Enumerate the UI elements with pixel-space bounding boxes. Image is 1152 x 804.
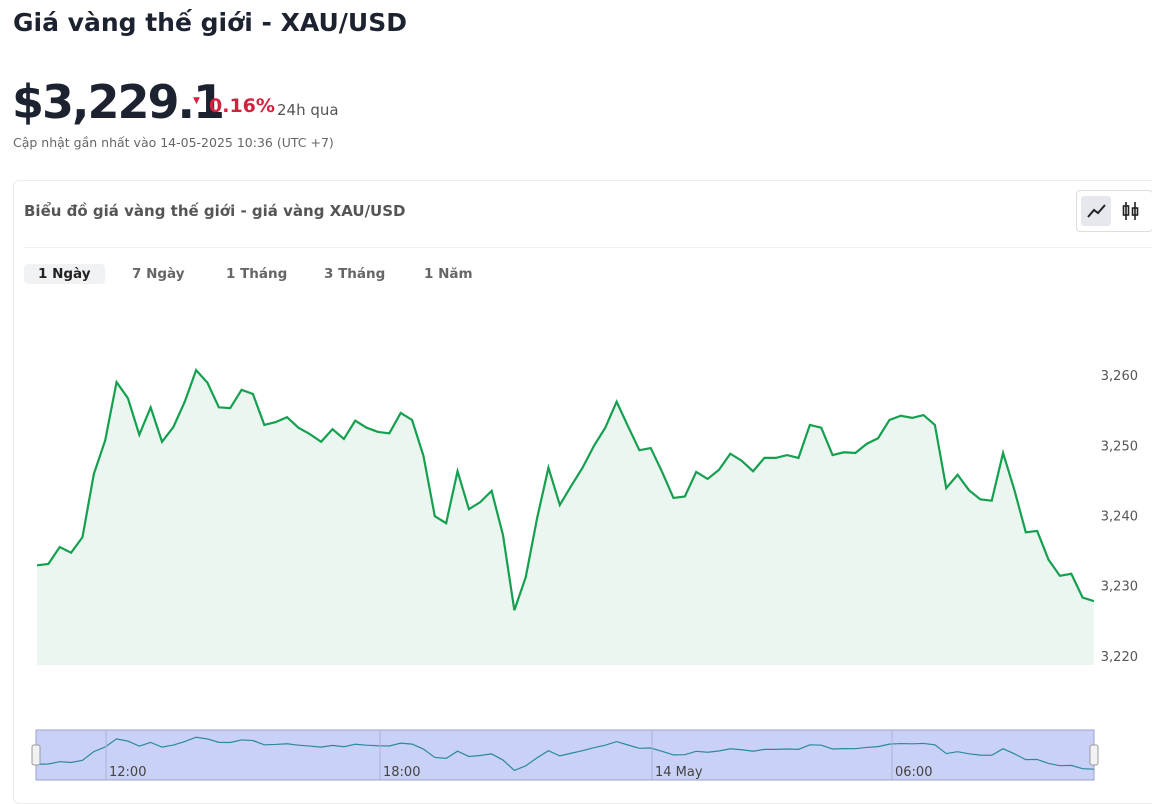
- navigator-label: 18:00: [383, 765, 420, 780]
- area: [37, 370, 1094, 665]
- change: 0.16%: [209, 95, 275, 117]
- tab[interactable]: 1 Ngày: [24, 264, 105, 284]
- change-period: 24h qua: [277, 101, 339, 119]
- navigator-label: 12:00: [109, 765, 146, 780]
- updated: Cập nhật gần nhất vào 14-05-2025 10:36 (…: [13, 135, 334, 150]
- tab[interactable]: 3 Tháng: [324, 266, 386, 282]
- line: [36, 368, 1095, 611]
- line-icon[interactable]: [1087, 204, 1106, 218]
- y-tick-label: 3,220: [1101, 650, 1138, 665]
- y-tick-label: 3,260: [1101, 369, 1138, 384]
- tab[interactable]: 7 Ngày: [132, 266, 185, 282]
- price: $3,229.1: [12, 75, 225, 129]
- navigator-handle: [31, 744, 41, 766]
- y-tick-label: 3,250: [1101, 439, 1138, 454]
- tab[interactable]: 1 Tháng: [226, 266, 288, 282]
- navigator-handle: [1089, 744, 1099, 766]
- card-title: Biểu đồ giá vàng thế giới - giá vàng XAU…: [24, 202, 406, 220]
- navigator-label: 14 May: [655, 765, 703, 780]
- y-tick-label: 3,230: [1101, 580, 1138, 595]
- toggle-icons[interactable]: [1081, 195, 1147, 227]
- navigator-line: [36, 736, 1095, 772]
- down-arrow: ▼: [193, 96, 200, 106]
- divider: [24, 247, 1152, 248]
- page-title: Giá vàng thế giới - XAU/USD: [13, 8, 407, 37]
- tab[interactable]: 1 Năm: [424, 266, 473, 282]
- navigator-label: 06:00: [895, 765, 932, 780]
- candle-icon[interactable]: [1122, 202, 1139, 220]
- y-tick-label: 3,240: [1101, 509, 1138, 524]
- chart-type-toggle: [1076, 190, 1152, 232]
